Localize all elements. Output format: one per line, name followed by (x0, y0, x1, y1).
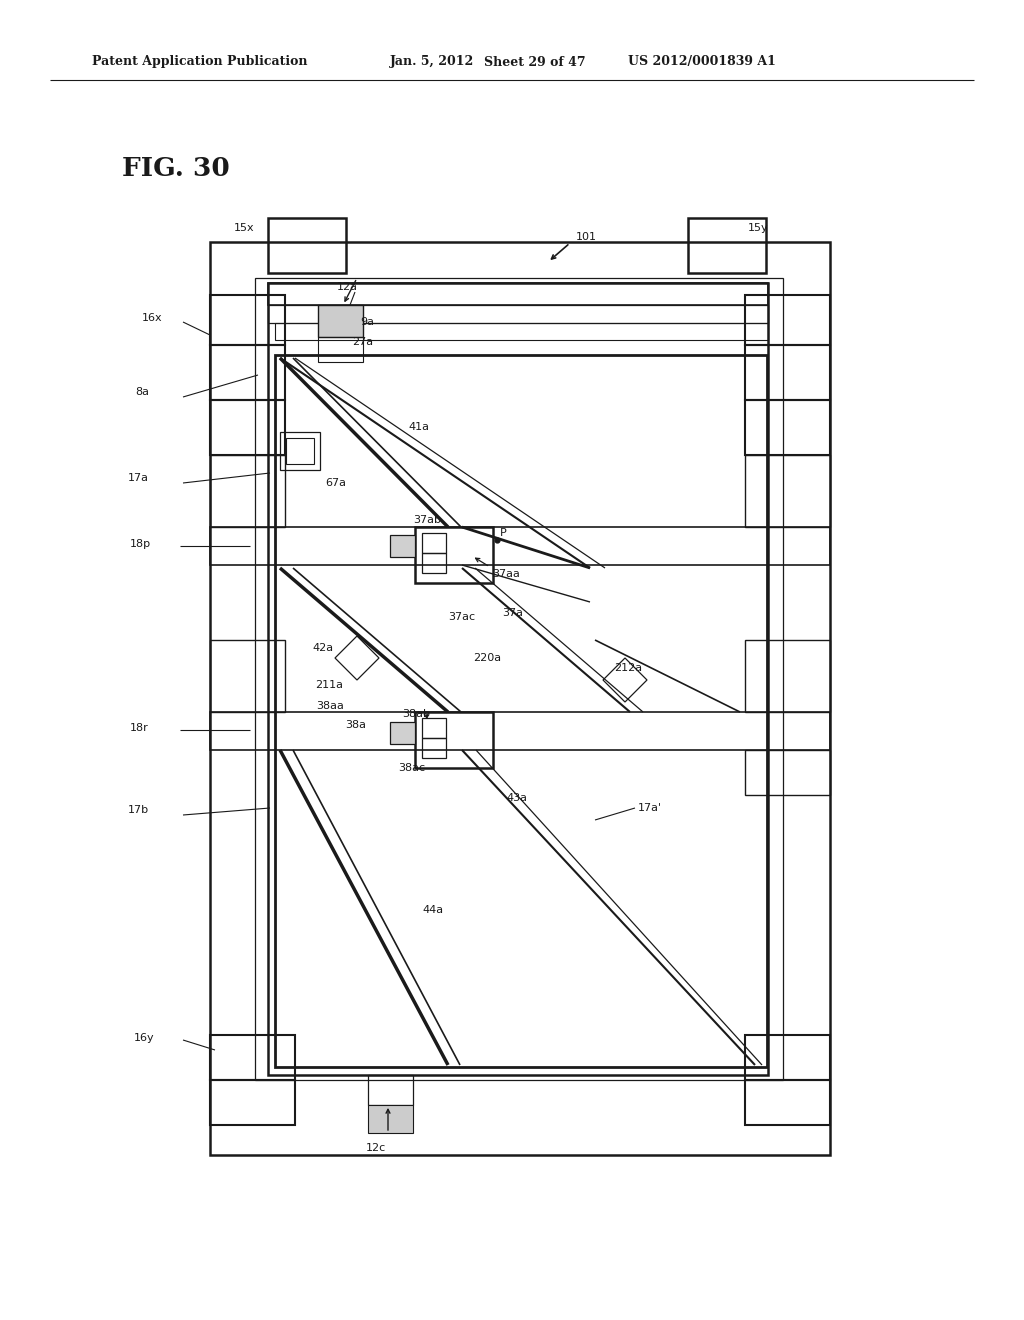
Text: 18r: 18r (130, 723, 148, 733)
Text: FIG. 30: FIG. 30 (122, 156, 229, 181)
Bar (210, 1035, 295, 1080)
Text: 212a: 212a (614, 663, 642, 673)
Text: 37ac: 37ac (449, 612, 475, 622)
Text: 17a: 17a (128, 473, 150, 483)
Text: 43a: 43a (506, 793, 527, 803)
Bar (422, 553, 446, 573)
Bar (745, 400, 830, 455)
Text: Patent Application Publication: Patent Application Publication (92, 55, 307, 69)
Text: 37ab: 37ab (413, 515, 441, 525)
Bar (275, 355, 767, 1067)
Text: 15y: 15y (748, 223, 769, 234)
Text: 15x: 15x (234, 223, 255, 234)
Text: 12c: 12c (366, 1143, 386, 1152)
Bar (368, 1074, 413, 1105)
Bar (210, 711, 830, 750)
Text: Sheet 29 of 47: Sheet 29 of 47 (484, 55, 586, 69)
Text: 17a': 17a' (638, 803, 663, 813)
Text: P: P (500, 528, 507, 539)
Bar (390, 722, 415, 744)
Text: 38ab: 38ab (402, 709, 430, 719)
Bar (268, 282, 768, 1074)
Bar (415, 527, 493, 583)
Bar (688, 218, 766, 273)
Text: 44a: 44a (422, 906, 443, 915)
Bar (275, 323, 768, 341)
Bar (745, 345, 830, 400)
Text: 38a: 38a (345, 719, 366, 730)
Bar (390, 535, 415, 557)
Bar (210, 455, 285, 527)
Bar (268, 282, 768, 305)
Text: 27a: 27a (352, 337, 373, 347)
Bar (210, 294, 285, 345)
Bar (415, 711, 493, 768)
Text: 16y: 16y (134, 1034, 155, 1043)
Bar (210, 400, 285, 455)
Text: 8a: 8a (135, 387, 150, 397)
Text: US 2012/0001839 A1: US 2012/0001839 A1 (628, 55, 776, 69)
Text: 37a: 37a (502, 609, 523, 618)
Text: Jan. 5, 2012: Jan. 5, 2012 (390, 55, 474, 69)
Text: 9a: 9a (360, 317, 374, 327)
Bar (210, 527, 830, 565)
Bar (268, 218, 346, 273)
Bar (422, 718, 446, 738)
Bar (745, 1080, 830, 1125)
Bar (745, 750, 830, 795)
Bar (422, 533, 446, 553)
Bar (318, 337, 362, 362)
Text: 67a: 67a (325, 478, 346, 488)
Text: 101: 101 (575, 232, 597, 242)
Bar (422, 738, 446, 758)
Text: 42a: 42a (312, 643, 333, 653)
Bar (210, 1080, 295, 1125)
Bar (286, 438, 314, 465)
Bar (318, 305, 362, 337)
Bar (210, 345, 285, 400)
Text: 41a: 41a (408, 422, 429, 432)
Bar (745, 294, 830, 345)
Bar (255, 279, 783, 1080)
Bar (368, 1105, 413, 1133)
Bar (745, 1035, 830, 1080)
Bar (280, 432, 319, 470)
Text: 12a: 12a (337, 282, 358, 292)
Text: 37aa: 37aa (492, 569, 520, 579)
Bar (210, 242, 830, 1155)
Bar (745, 640, 830, 711)
Text: 220a: 220a (473, 653, 501, 663)
Text: 17b: 17b (128, 805, 150, 814)
Text: 38aa: 38aa (316, 701, 344, 711)
Bar (210, 640, 285, 711)
Text: 18p: 18p (130, 539, 152, 549)
Text: 211a: 211a (315, 680, 343, 690)
Text: 16x: 16x (142, 313, 163, 323)
Text: 38ac: 38ac (398, 763, 425, 774)
Bar (268, 305, 768, 323)
Bar (745, 455, 830, 527)
